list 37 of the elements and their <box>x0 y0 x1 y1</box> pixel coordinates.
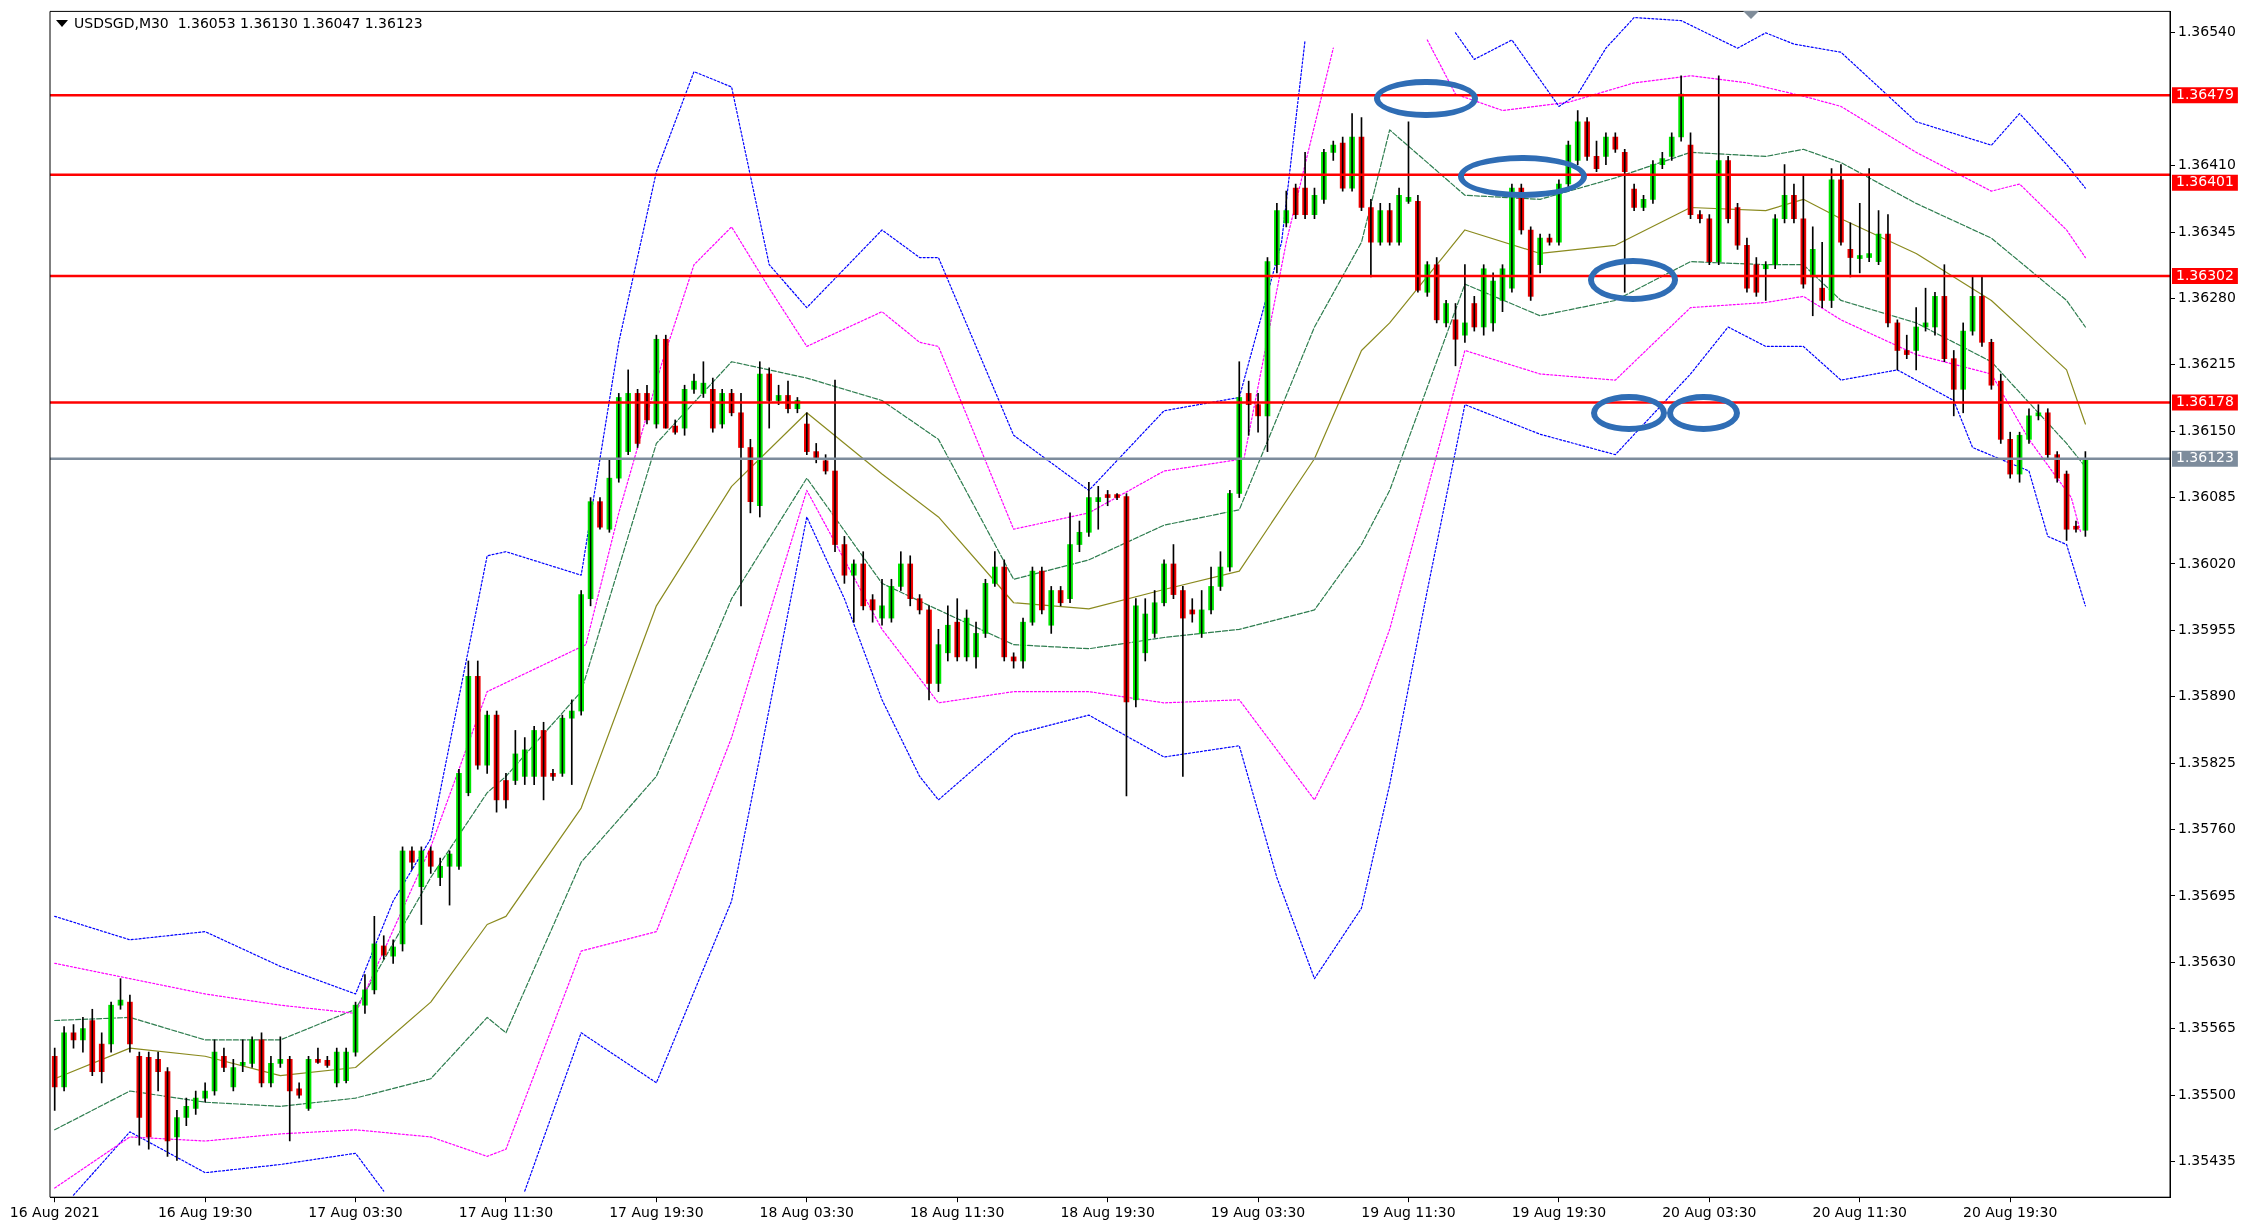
x-tick-label: 18 Aug 03:30 <box>759 1204 855 1221</box>
x-tick-label: 18 Aug 19:30 <box>1060 1204 1155 1221</box>
y-tick-label: 1.35630 <box>2178 952 2236 969</box>
x-tick-label: 17 Aug 11:30 <box>458 1204 554 1221</box>
y-tick-label: 1.36345 <box>2178 222 2236 239</box>
y-tick-label: 1.35435 <box>2178 1152 2236 1169</box>
x-tick-label: 17 Aug 03:30 <box>308 1204 403 1221</box>
x-tick-label: 16 Aug 2021 <box>9 1204 100 1221</box>
y-tick-label: 1.36150 <box>2178 421 2236 438</box>
y-tick-label: 1.36085 <box>2178 488 2236 505</box>
y-tick-label: 1.36215 <box>2178 355 2236 372</box>
y-tick-label: 1.35565 <box>2178 1019 2236 1036</box>
y-tick-label: 1.36410 <box>2178 156 2236 173</box>
x-tick-label: 19 Aug 03:30 <box>1210 1204 1306 1221</box>
x-tick-label: 18 Aug 11:30 <box>910 1204 1005 1221</box>
chart-title: USDSGD,M30 1.36053 1.36130 1.36047 1.36123 <box>74 15 423 32</box>
x-tick-label: 20 Aug 11:30 <box>1812 1204 1907 1221</box>
x-tick-label: 19 Aug 11:30 <box>1361 1204 1456 1221</box>
y-tick-label: 1.36540 <box>2178 23 2236 40</box>
x-tick-label: 17 Aug 19:30 <box>609 1204 704 1221</box>
x-tick-label: 16 Aug 19:30 <box>157 1204 253 1221</box>
y-tick-label: 1.35955 <box>2178 620 2236 637</box>
y-tick-label: 1.35695 <box>2178 886 2236 903</box>
y-tick-label: 1.36280 <box>2178 289 2236 306</box>
ref-line-label: 1.36302 <box>2176 266 2234 283</box>
x-tick-label: 20 Aug 03:30 <box>1662 1204 1757 1221</box>
x-tick-label: 19 Aug 19:30 <box>1511 1204 1607 1221</box>
y-tick-label: 1.35500 <box>2178 1085 2236 1102</box>
ref-line-label: 1.36479 <box>2176 85 2234 102</box>
ref-line-label: 1.36178 <box>2176 393 2234 410</box>
y-tick-label: 1.35890 <box>2178 687 2236 704</box>
y-tick-label: 1.36020 <box>2178 554 2236 571</box>
ref-line-label: 1.36401 <box>2176 173 2234 190</box>
y-tick-label: 1.35760 <box>2178 820 2236 837</box>
x-tick-label: 20 Aug 19:30 <box>1962 1204 2058 1221</box>
ref-line-label: 1.36123 <box>2176 449 2234 466</box>
y-tick-label: 1.35825 <box>2178 753 2236 770</box>
